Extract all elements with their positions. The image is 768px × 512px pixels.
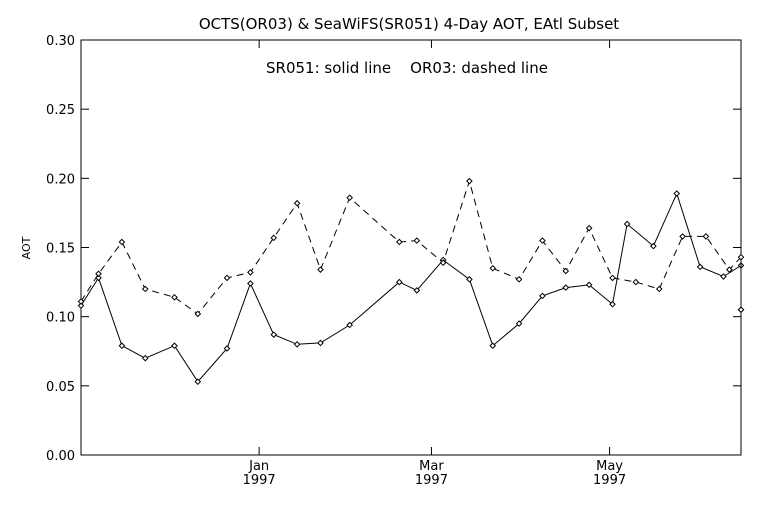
series-layer bbox=[77, 177, 745, 385]
plot-frame bbox=[80, 39, 742, 456]
data-point-sr051 bbox=[247, 280, 254, 287]
y-tick-label: 0.25 bbox=[46, 103, 75, 118]
data-point-or03 bbox=[346, 194, 353, 202]
data-point-or03 bbox=[293, 199, 301, 207]
data-point-sr051 bbox=[293, 341, 301, 348]
data-point-or03 bbox=[223, 274, 231, 282]
data-point-or03 bbox=[632, 278, 640, 286]
y-tick-label: 0.05 bbox=[46, 380, 75, 395]
data-point-sr051 bbox=[609, 300, 616, 308]
data-point-or03 bbox=[489, 264, 497, 272]
data-point-or03 bbox=[726, 266, 733, 273]
y-tick-label: 0.00 bbox=[46, 449, 75, 464]
data-point-sr051 bbox=[346, 321, 353, 329]
data-point-or03 bbox=[562, 267, 570, 275]
data-point-or03 bbox=[247, 269, 254, 276]
y-tick-label: 0.20 bbox=[46, 172, 75, 187]
y-tick-label: 0.15 bbox=[46, 242, 75, 257]
y-tick-label: 0.10 bbox=[46, 311, 75, 326]
data-point-or03 bbox=[655, 285, 663, 293]
data-point-sr051 bbox=[270, 331, 278, 338]
data-point-or03 bbox=[737, 253, 745, 261]
series-line-or03 bbox=[80, 179, 742, 315]
data-point-sr051 bbox=[223, 345, 231, 352]
data-point-sr051 bbox=[466, 276, 473, 283]
data-point-sr051 bbox=[171, 342, 178, 350]
chart-subtitle: SR051: solid line OR03: dashed line bbox=[266, 59, 548, 77]
data-point-or03 bbox=[609, 274, 616, 282]
x-tick-label-year: 1997 bbox=[243, 473, 276, 488]
data-point-or03 bbox=[270, 234, 278, 242]
data-point-sr051 bbox=[489, 342, 497, 350]
data-point-sr051 bbox=[194, 378, 202, 385]
data-point-or03 bbox=[466, 177, 473, 185]
data-point-or03 bbox=[539, 237, 546, 244]
y-axis-label: AOT bbox=[20, 236, 33, 259]
data-point-or03 bbox=[439, 259, 447, 267]
data-point-sr051 bbox=[413, 287, 421, 294]
data-point-sr051 bbox=[696, 263, 704, 271]
y-tick-label: 0.30 bbox=[46, 34, 75, 49]
data-point-sr051 bbox=[562, 284, 570, 291]
x-tick-label-year: 1997 bbox=[415, 473, 448, 488]
data-point-sr051 bbox=[141, 354, 149, 362]
data-point-sr051 bbox=[118, 342, 126, 350]
data-point-sr051 bbox=[673, 190, 681, 197]
data-point-or03 bbox=[413, 237, 421, 244]
data-point-or03 bbox=[737, 306, 745, 314]
data-point-sr051 bbox=[720, 273, 727, 280]
data-point-or03 bbox=[118, 238, 126, 246]
data-point-or03 bbox=[679, 233, 686, 240]
x-tick-label-year: 1997 bbox=[593, 473, 626, 488]
chart-title: OCTS(OR03) & SeaWiFS(SR051) 4-Day AOT, E… bbox=[199, 15, 619, 33]
series-line-sr051 bbox=[80, 192, 742, 383]
data-point-or03 bbox=[702, 233, 710, 240]
data-point-or03 bbox=[141, 285, 149, 293]
data-point-or03 bbox=[194, 310, 202, 318]
data-point-sr051 bbox=[650, 242, 657, 250]
data-point-sr051 bbox=[396, 278, 403, 286]
x-tick-label-month: May bbox=[596, 459, 623, 474]
x-tick-label-month: Mar bbox=[419, 459, 444, 474]
data-point-or03 bbox=[95, 270, 102, 278]
data-point-or03 bbox=[317, 266, 324, 273]
data-point-sr051 bbox=[585, 281, 593, 289]
data-point-or03 bbox=[585, 224, 593, 232]
x-tick-label-month: Jan bbox=[248, 459, 269, 474]
y-axis: 0.00 0.05 0.10 0.15 0.20 0.25 0.30 bbox=[46, 34, 741, 464]
data-point-or03 bbox=[171, 293, 178, 301]
data-point-or03 bbox=[515, 276, 523, 283]
data-point-or03 bbox=[77, 298, 85, 305]
data-point-sr051 bbox=[515, 320, 523, 327]
data-point-sr051 bbox=[539, 292, 546, 300]
data-point-sr051 bbox=[623, 220, 631, 228]
data-point-sr051 bbox=[317, 339, 324, 347]
data-point-or03 bbox=[396, 238, 403, 246]
data-point-sr051 bbox=[77, 302, 85, 309]
